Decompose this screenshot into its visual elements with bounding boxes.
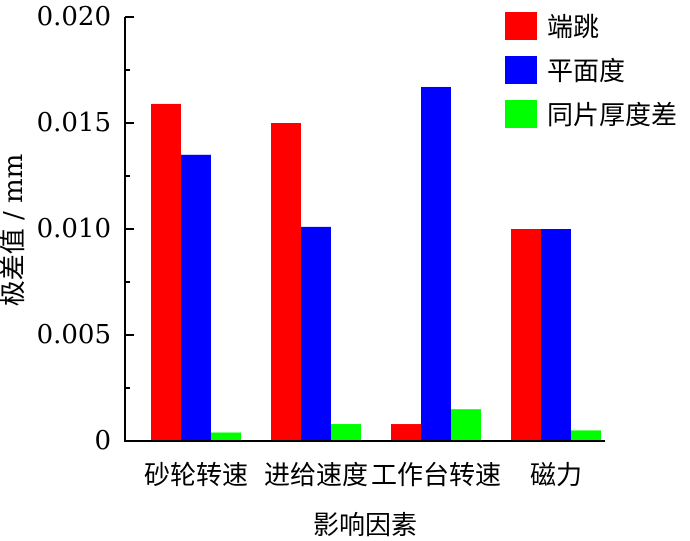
bar-1-2 <box>271 123 301 441</box>
bar-3-4 <box>571 430 601 441</box>
y-tick-label: 0.020 <box>37 2 111 32</box>
x-axis-label: 影响因素 <box>313 511 417 541</box>
bars-layer <box>151 86 601 442</box>
bar-3-2 <box>331 424 361 441</box>
x-tick-labels: 砂轮转速 进给速度 工作台转速 磁力 <box>144 461 582 491</box>
legend-label: 同片厚度差 <box>547 101 677 131</box>
x-tick-label: 磁力 <box>530 461 582 491</box>
legend-label: 平面度 <box>547 57 625 87</box>
bar-1-3 <box>391 424 421 441</box>
bar-2-4 <box>541 229 571 441</box>
x-tick-label: 砂轮转速 <box>144 461 248 491</box>
bar-2-3 <box>421 86 451 442</box>
y-tick-label: 0.005 <box>37 320 111 350</box>
y-tick-label: 0 <box>94 426 111 456</box>
bar-2-2 <box>301 226 331 441</box>
bar-3-1 <box>211 432 241 441</box>
legend-swatch <box>505 12 537 40</box>
bar-1-4 <box>511 229 541 441</box>
legend-swatch <box>505 100 537 128</box>
y-axis-label: 极差值 / mm <box>0 154 29 307</box>
y-tick-label: 0.015 <box>37 108 111 138</box>
bar-2-1 <box>181 154 211 442</box>
x-tick-label: 工作台转速 <box>371 461 501 491</box>
legend-label: 端跳 <box>547 13 599 43</box>
y-ticks: 0 0.005 0.010 0.015 0.020 <box>37 2 134 456</box>
bar-3-3 <box>451 409 481 441</box>
legend-swatch <box>505 56 537 84</box>
x-tick-label: 进给速度 <box>264 461 368 491</box>
y-tick-label: 0.010 <box>37 214 111 244</box>
bar-1-1 <box>151 103 181 442</box>
